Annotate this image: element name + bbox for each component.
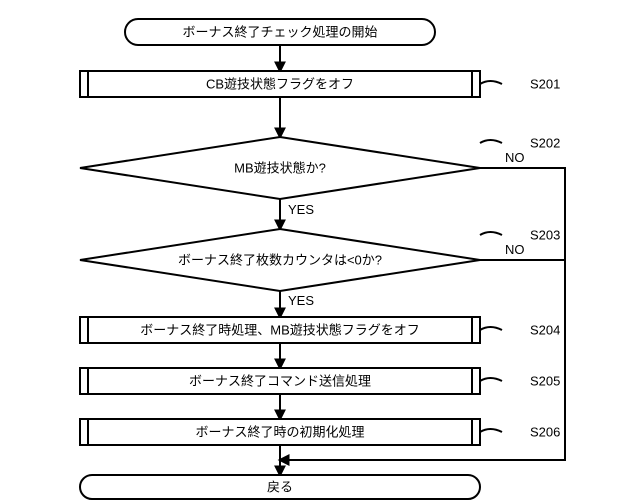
label-s203-no: NO <box>505 242 525 257</box>
s202-tag-tick <box>480 140 502 143</box>
node-s206: ボーナス終了時の初期化処理 S206 <box>80 419 560 445</box>
s202-text: MB遊技状態か? <box>234 161 326 176</box>
return-text: 戻る <box>267 480 293 495</box>
s206-text: ボーナス終了時の初期化処理 <box>195 425 364 440</box>
s202-tag: S202 <box>530 136 560 151</box>
node-s201: CB遊技状態フラグをオフ S201 <box>80 71 560 97</box>
s203-tag: S203 <box>530 228 560 243</box>
label-s202-no: NO <box>505 150 525 165</box>
node-s205: ボーナス終了コマンド送信処理 S205 <box>80 368 560 394</box>
s205-tag-tick <box>480 378 502 381</box>
start-text: ボーナス終了チェック処理の開始 <box>182 25 377 40</box>
s201-tag-tick <box>480 81 502 84</box>
s201-text: CB遊技状態フラグをオフ <box>206 77 354 92</box>
s206-tag: S206 <box>530 425 560 440</box>
edge-s202-no <box>280 168 565 460</box>
s201-tag: S201 <box>530 77 560 92</box>
node-return: 戻る <box>80 475 480 499</box>
s203-text: ボーナス終了枚数カウンタは<0か? <box>178 253 382 268</box>
s205-tag: S205 <box>530 374 560 389</box>
s203-tag-tick <box>480 232 502 235</box>
s205-text: ボーナス終了コマンド送信処理 <box>189 374 371 389</box>
s206-tag-tick <box>480 429 502 432</box>
s204-text: ボーナス終了時処理、MB遊技状態フラグをオフ <box>140 323 420 338</box>
s204-tag: S204 <box>530 323 560 338</box>
label-s203-yes: YES <box>288 293 314 308</box>
s204-tag-tick <box>480 327 502 330</box>
node-s204: ボーナス終了時処理、MB遊技状態フラグをオフ S204 <box>80 317 560 343</box>
label-s202-yes: YES <box>288 202 314 217</box>
flowchart-diagram: ボーナス終了チェック処理の開始 CB遊技状態フラグをオフ S201 MB遊技状態か? S… <box>0 0 622 504</box>
node-start: ボーナス終了チェック処理の開始 <box>125 19 435 45</box>
